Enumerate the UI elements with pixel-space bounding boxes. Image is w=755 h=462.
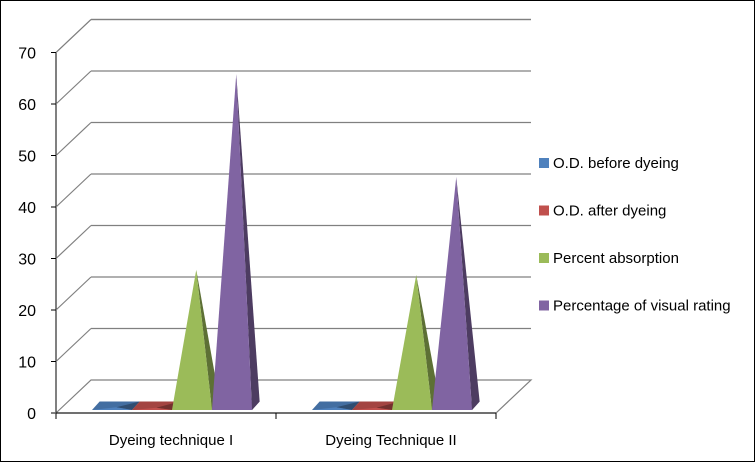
legend-swatch <box>539 300 549 311</box>
bar-1-cat-2 <box>312 401 360 410</box>
legend: O.D. before dyeing O.D. after dyeing Perce… <box>539 155 731 315</box>
bar-front-face <box>132 407 172 410</box>
legend-item: O.D. before dyeing <box>539 155 679 172</box>
legend-label: Percent absorption <box>553 250 679 267</box>
y-tick-label: 50 <box>18 149 36 166</box>
bar-series <box>92 74 480 410</box>
bar-3-cat-1 <box>172 269 220 410</box>
gridline-side <box>55 328 92 362</box>
y-tick-label: 60 <box>18 97 36 114</box>
legend-label: Percentage of visual rating <box>553 298 731 315</box>
bar-front-face <box>352 407 392 410</box>
legend-item: Percentage of visual rating <box>539 298 731 315</box>
bar-front-face <box>392 274 432 410</box>
legend-swatch <box>539 158 549 168</box>
bar-1-cat-1 <box>92 401 140 410</box>
bar-4-cat-2 <box>432 177 480 410</box>
bar-side-face <box>456 177 480 410</box>
bar-3-cat-2 <box>392 274 440 410</box>
y-axis-ticks: 0 10 20 30 40 50 60 70 <box>18 46 56 423</box>
legend-item: O.D. after dyeing <box>539 203 666 220</box>
bar-side-face <box>416 274 440 410</box>
bar-front-face <box>312 407 352 410</box>
y-tick-label: 10 <box>18 355 36 372</box>
bar-front-face <box>172 269 212 410</box>
gridline-side <box>55 173 92 208</box>
legend-label: O.D. before dyeing <box>553 155 679 172</box>
gridlines <box>55 18 531 362</box>
x-category-label: Dyeing technique I <box>109 432 233 449</box>
gridline-side <box>55 19 92 53</box>
x-axis-labels: Dyeing technique I Dyeing Technique II <box>109 432 457 449</box>
gridline-side <box>55 276 92 311</box>
bar-side-face <box>116 401 140 410</box>
legend-swatch <box>539 253 549 263</box>
x-category-label: Dyeing Technique II <box>325 432 456 449</box>
y-tick-label: 30 <box>18 252 36 269</box>
y-tick-label: 40 <box>18 200 36 217</box>
legend-item: Percent absorption <box>539 250 679 267</box>
gridline-side <box>55 122 92 156</box>
bar-front-face <box>212 74 252 410</box>
y-tick-label: 70 <box>18 46 36 63</box>
bar-front-face <box>432 177 472 410</box>
bar-front-face <box>92 407 132 410</box>
y-tick-label: 20 <box>18 303 36 320</box>
bar-side-face <box>196 269 220 410</box>
legend-label: O.D. after dyeing <box>553 203 666 220</box>
legend-swatch <box>539 205 549 216</box>
bar-side-face <box>336 401 360 410</box>
bar-4-cat-1 <box>212 74 260 410</box>
gridline-side <box>55 70 92 105</box>
gridline-side <box>55 225 92 259</box>
y-tick-label: 0 <box>27 406 36 423</box>
bar-side-face <box>236 74 260 410</box>
